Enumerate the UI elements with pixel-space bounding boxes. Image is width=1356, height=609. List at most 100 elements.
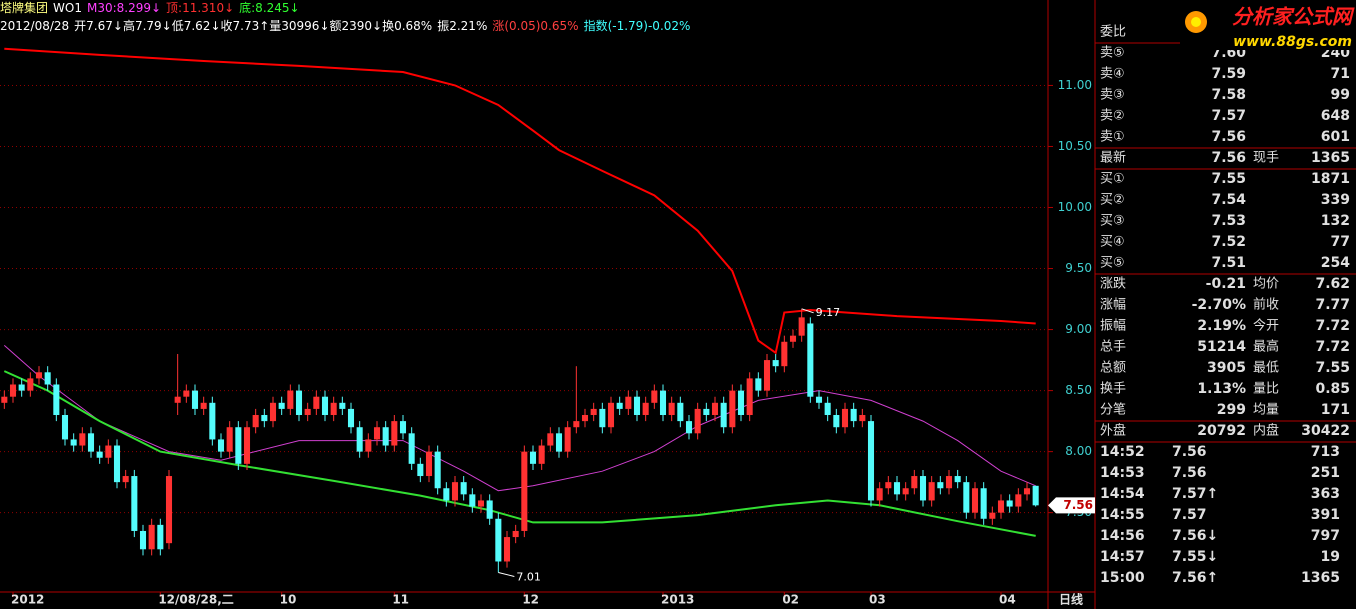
- header-line: 2012/08/28 开7.67↓高7.79↓低7.62↓收7.73↑量30996…: [0, 18, 690, 33]
- book-price: 7.53: [1211, 213, 1246, 229]
- candle-body: [746, 378, 753, 416]
- candle-body: [711, 402, 719, 416]
- tick-volume: 251: [1311, 465, 1340, 481]
- x-tick-label: 12/08/28,二: [158, 593, 233, 607]
- candle-body: [122, 476, 129, 483]
- candle-body: [885, 482, 892, 489]
- candle-body: [902, 488, 909, 495]
- high-pointer: [801, 308, 814, 314]
- candle-body: [703, 408, 710, 416]
- stat-value: 51214: [1197, 339, 1246, 355]
- stat-value: -2.70%: [1192, 297, 1246, 313]
- tick-price: 7.56: [1172, 465, 1207, 481]
- candle-body: [1006, 500, 1013, 507]
- candle-body: [278, 402, 285, 409]
- stat-label: 分笔: [1100, 402, 1126, 418]
- candle-body: [928, 482, 935, 501]
- book-label: 买⑤: [1100, 256, 1125, 271]
- candle-body: [269, 402, 277, 422]
- header-item: 底:8.245↓: [239, 0, 299, 15]
- tick-volume: 391: [1311, 507, 1340, 523]
- candle-body: [157, 524, 164, 550]
- candle-body: [573, 421, 580, 428]
- book-price: 7.55: [1211, 171, 1246, 187]
- candle-body: [391, 421, 398, 446]
- stat-label: 总额: [1100, 361, 1126, 376]
- candle-body: [399, 421, 407, 434]
- candle-body: [954, 476, 961, 483]
- candle-body: [590, 408, 597, 416]
- stat-label: 现手: [1253, 151, 1279, 166]
- stat-label: 最新: [1100, 150, 1126, 166]
- candle-body: [27, 378, 34, 391]
- stat-value: 171: [1321, 402, 1350, 418]
- last-price-label: 7.56: [1063, 498, 1093, 512]
- candle-body: [347, 408, 355, 428]
- candle-body: [633, 396, 641, 416]
- book-label: 买④: [1100, 235, 1125, 250]
- candle-body: [486, 500, 493, 519]
- candle-body: [607, 402, 615, 428]
- candle-body: [729, 390, 736, 428]
- candle-body: [330, 402, 337, 416]
- candle-body: [755, 378, 762, 391]
- candle-body: [105, 445, 112, 458]
- candle-body: [148, 524, 155, 550]
- candle-body: [547, 433, 554, 446]
- header-line: 塔牌集团 WO1 M30:8.299↓ 顶:11.310↓ 底:8.245↓: [0, 0, 300, 15]
- candle-body: [859, 415, 866, 422]
- book-label: 买③: [1100, 214, 1125, 229]
- tick-price: 7.55↓: [1172, 549, 1218, 565]
- ma-line: [3, 345, 1036, 492]
- book-volume: 601: [1321, 129, 1350, 145]
- book-label: 卖②: [1100, 109, 1125, 124]
- candle-body: [893, 482, 901, 495]
- tick-price: 7.56↑: [1172, 570, 1218, 586]
- candle-body: [18, 384, 25, 391]
- tick-time: 14:56: [1100, 528, 1145, 544]
- candle-body: [96, 451, 103, 458]
- book-price: 7.54: [1211, 192, 1246, 208]
- x-tick-label: 12: [522, 593, 539, 607]
- candle-body: [191, 390, 199, 409]
- candle-body: [321, 396, 329, 416]
- candle-body: [772, 360, 779, 367]
- book-price: 7.52: [1211, 234, 1246, 250]
- candle-body: [555, 433, 563, 452]
- header-item: 开7.67↓高7.79↓低7.62↓收7.73↑量30996↓额2390↓换0.…: [74, 18, 432, 33]
- tick-price: 7.56↓: [1172, 528, 1218, 544]
- last-price-marker: [1048, 497, 1095, 514]
- candle-body: [226, 427, 233, 452]
- candle-body: [841, 408, 849, 428]
- x-tick-label: 2012: [11, 593, 44, 607]
- logo-url: www.88gs.com: [1233, 34, 1352, 50]
- stat-value: 20792: [1197, 423, 1246, 439]
- high-label: 9.17: [816, 306, 841, 319]
- stat-label: 前收: [1253, 297, 1279, 313]
- candle-body: [79, 433, 86, 446]
- candle-body: [1023, 488, 1031, 495]
- y-tick-label: 8.00: [1065, 444, 1092, 458]
- book-label: 买②: [1100, 193, 1125, 208]
- candle-body: [313, 396, 320, 409]
- tick-volume: 713: [1311, 444, 1340, 460]
- y-tick-label: 8.50: [1065, 383, 1092, 397]
- candle-body: [963, 482, 970, 513]
- candle-body: [997, 500, 1005, 513]
- candle-body: [720, 402, 727, 428]
- candle-body: [642, 402, 649, 416]
- tick-time: 15:00: [1100, 570, 1145, 586]
- book-label: 卖④: [1100, 67, 1125, 82]
- logo-title: 分析家公式网: [1232, 5, 1355, 29]
- candle-body: [209, 402, 216, 440]
- candle-body: [659, 390, 667, 416]
- book-volume: 77: [1331, 234, 1350, 250]
- candle-body: [477, 500, 485, 507]
- candle-body: [945, 476, 953, 489]
- book-volume: 254: [1321, 255, 1350, 271]
- candle-body: [824, 402, 831, 416]
- candle-body: [295, 390, 303, 416]
- candle-body: [815, 396, 823, 403]
